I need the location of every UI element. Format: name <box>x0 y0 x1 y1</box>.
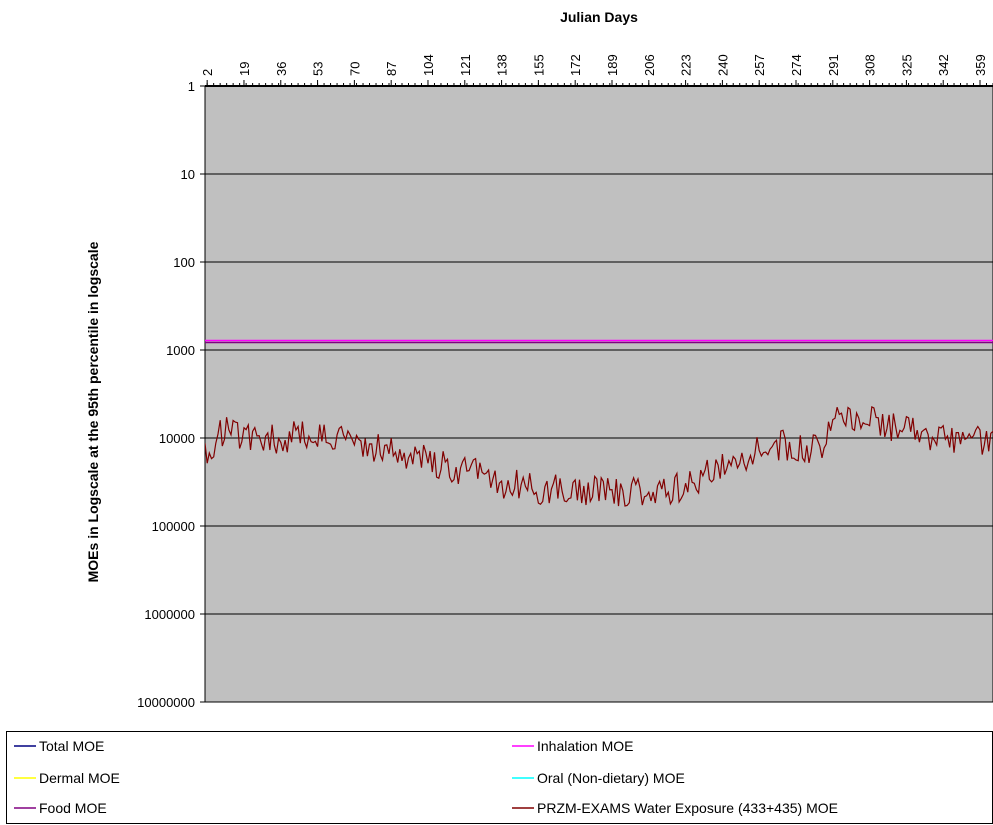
x-tick-label: 274 <box>789 54 804 76</box>
x-tick-label: 223 <box>679 54 694 76</box>
x-axis: 2 19 36 53 70 87 104 121 138 155 172 189 206 223 240 25… <box>200 54 993 87</box>
x-tick-label: 104 <box>421 54 436 76</box>
y-axis-title: MOEs in Logscale at the 95th percentile … <box>85 241 101 582</box>
x-axis-title: Julian Days <box>560 9 638 25</box>
legend-label: Food MOE <box>39 800 107 816</box>
x-tick-label: 342 <box>936 54 951 76</box>
legend-label: Oral (Non-dietary) MOE <box>537 770 685 786</box>
y-tick-label: 100 <box>173 255 195 270</box>
y-tick-label: 10000000 <box>137 695 195 710</box>
series-layer <box>205 339 993 507</box>
y-tick-label: 1000 <box>166 343 195 358</box>
x-tick-label: 121 <box>458 54 473 76</box>
x-tick-label: 172 <box>568 54 583 76</box>
x-tick-label: 257 <box>752 54 767 76</box>
x-tick-label: 189 <box>605 54 620 76</box>
plot-area <box>204 85 993 703</box>
x-tick-label: 291 <box>826 54 841 76</box>
x-tick-label: 240 <box>715 54 730 76</box>
legend-label: Total MOE <box>39 738 104 754</box>
y-axis: 1 10 100 1000 10000 100000 1000000 10000000 <box>137 79 205 710</box>
x-tick-label: 359 <box>973 54 988 76</box>
y-tick-label: 1 <box>188 79 195 94</box>
series-line-5 <box>205 405 993 507</box>
x-tick-label: 53 <box>311 62 326 76</box>
y-tick-label: 1000000 <box>144 607 195 622</box>
legend: Total MOE Dermal MOE Food MOE Inhalation MO… <box>6 731 993 824</box>
x-tick-label: 155 <box>531 54 546 76</box>
x-tick-label: 70 <box>347 62 362 76</box>
x-tick-label: 325 <box>899 54 914 76</box>
x-tick-label: 87 <box>384 62 399 76</box>
legend-label: PRZM-EXAMS Water Exposure (433+435) MOE <box>537 800 838 816</box>
legend-box <box>6 731 993 824</box>
x-tick-label: 2 <box>200 69 215 76</box>
y-tick-label: 10 <box>181 167 195 182</box>
x-tick-label: 206 <box>642 54 657 76</box>
legend-label: Dermal MOE <box>39 770 120 786</box>
x-tick-label: 19 <box>237 62 252 76</box>
legend-label: Inhalation MOE <box>537 738 634 754</box>
x-tick-label: 308 <box>863 54 878 76</box>
x-tick-label: 138 <box>495 54 510 76</box>
y-tick-label: 100000 <box>152 519 195 534</box>
y-tick-label: 10000 <box>159 431 195 446</box>
x-tick-label: 36 <box>274 62 289 76</box>
